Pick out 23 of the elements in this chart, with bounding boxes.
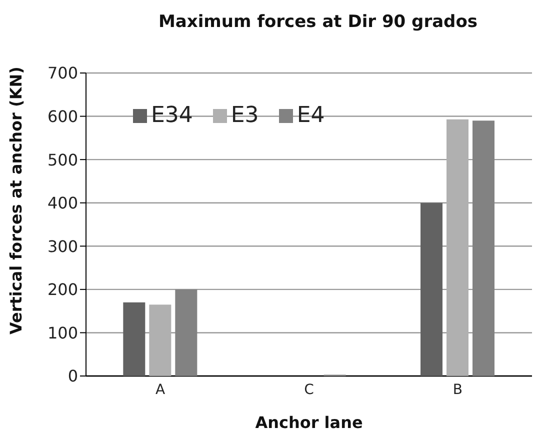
bar bbox=[472, 120, 494, 376]
y-axis-title: Vertical forces at anchor (KN) bbox=[6, 66, 26, 334]
y-tick-label: 600 bbox=[47, 106, 78, 126]
x-tick-label: B bbox=[452, 382, 462, 398]
y-tick-label: 400 bbox=[47, 194, 78, 213]
bar bbox=[420, 202, 442, 376]
x-axis-title: Anchor lane bbox=[255, 413, 363, 432]
chart-title: Maximum forces at Dir 90 grados bbox=[157, 12, 479, 32]
x-tick-label: C bbox=[304, 382, 314, 398]
legend-label: E4 bbox=[296, 103, 325, 128]
y-tick-label: 300 bbox=[47, 236, 78, 256]
legend-label: E3 bbox=[230, 103, 259, 128]
bar bbox=[123, 302, 146, 376]
bar bbox=[175, 289, 198, 376]
y-tick-label: 100 bbox=[47, 323, 78, 342]
legend-label: E34 bbox=[151, 103, 193, 128]
bar bbox=[446, 119, 468, 376]
y-tick-label: 500 bbox=[47, 150, 78, 170]
x-tick-label: A bbox=[156, 382, 166, 398]
y-tick-label: 700 bbox=[47, 64, 78, 83]
y-tick-label: 0 bbox=[68, 366, 78, 386]
bar bbox=[149, 304, 172, 376]
y-tick-label: 200 bbox=[47, 280, 78, 300]
